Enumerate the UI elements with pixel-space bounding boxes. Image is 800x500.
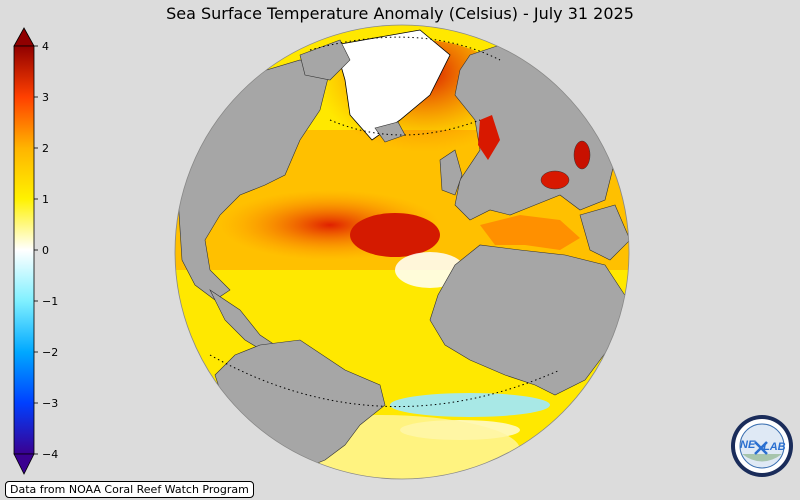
land-arctic-islands bbox=[299, 39, 351, 81]
nexlab-logo[interactable]: NE LAB bbox=[730, 414, 794, 478]
colorbar-top-arrow bbox=[13, 27, 35, 47]
colorbar-tick-label: −2 bbox=[42, 346, 58, 359]
land-british-isles bbox=[439, 149, 463, 196]
colorbar-tick-label: −4 bbox=[42, 448, 58, 461]
colorbar-bottom-arrow bbox=[13, 453, 35, 475]
ocean-caspian-sea bbox=[573, 140, 591, 170]
colorbar-tick-label: 0 bbox=[42, 244, 49, 257]
globe-outline bbox=[174, 24, 630, 480]
land-africa bbox=[429, 244, 629, 396]
land-greenland bbox=[334, 29, 451, 141]
ocean-mediterranean bbox=[480, 215, 580, 250]
logo-text-right: LAB bbox=[763, 441, 786, 453]
colorbar-tick-label: 2 bbox=[42, 142, 49, 155]
colorbar-tick-label: 4 bbox=[42, 40, 49, 53]
logo-text-left: NE bbox=[740, 439, 756, 451]
colorbar-tick-label: −3 bbox=[42, 397, 58, 410]
ocean-black-sea bbox=[540, 170, 570, 190]
colorbar-tick-label: 1 bbox=[42, 193, 49, 206]
tropic-line bbox=[209, 354, 561, 408]
ocean-baltic bbox=[478, 115, 500, 160]
colorbar-tick-label: 3 bbox=[42, 91, 49, 104]
ocean-anomaly-central bbox=[350, 213, 440, 257]
land-middle-east bbox=[579, 204, 629, 261]
colorbar-scale bbox=[13, 45, 35, 455]
north-circle-line bbox=[309, 36, 501, 61]
colorbar-tick-label: −1 bbox=[42, 295, 58, 308]
data-credit-label: Data from NOAA Coral Reef Watch Program bbox=[5, 481, 254, 498]
map-title: Sea Surface Temperature Anomaly (Celsius… bbox=[166, 4, 634, 23]
ocean-cool-south bbox=[390, 393, 550, 417]
